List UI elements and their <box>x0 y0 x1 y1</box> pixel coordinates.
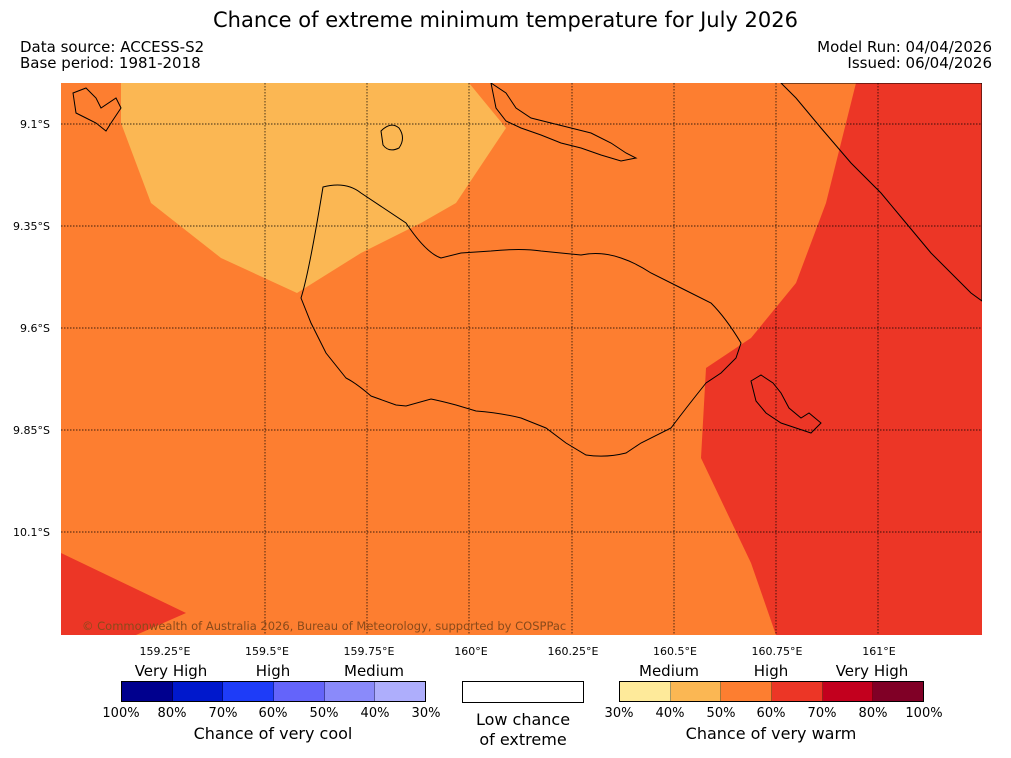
cool-swatch <box>223 682 275 701</box>
warm-pct: 80% <box>858 706 888 721</box>
cool-pct: 40% <box>360 706 390 721</box>
warm-color-bar <box>619 681 924 702</box>
zone-very-high-east <box>701 83 982 635</box>
lon-label: 159.5°E <box>245 645 289 658</box>
coastline-guadalcanal <box>300 184 742 457</box>
lon-label: 160.25°E <box>547 645 599 658</box>
lon-label: 159.25°E <box>139 645 191 658</box>
cool-pct: 60% <box>258 706 288 721</box>
cool-category-medium: Medium <box>344 662 404 680</box>
map-area[interactable] <box>61 83 982 635</box>
lon-label: 159.75°E <box>343 645 395 658</box>
warm-pct: 100% <box>905 706 943 721</box>
zone-medium-north <box>121 83 506 293</box>
coastline-marau-islets <box>750 374 822 434</box>
lat-label: 10.1°S <box>13 526 50 539</box>
cool-swatch <box>274 682 325 701</box>
warm-pct: 50% <box>706 706 736 721</box>
cool-pct: 30% <box>411 706 441 721</box>
warm-category-high: High <box>753 662 789 680</box>
lon-label: 161°E <box>862 645 896 658</box>
warm-swatch <box>772 682 823 701</box>
cool-category-high: High <box>255 662 291 680</box>
lat-label: 9.35°S <box>13 220 50 233</box>
coastline-savo-island <box>380 124 403 151</box>
cool-color-bar <box>121 681 426 702</box>
cool-pct: 80% <box>157 706 187 721</box>
warm-category-very-high: Very High <box>835 662 909 680</box>
cool-pct: 100% <box>102 706 140 721</box>
graticule <box>61 83 982 635</box>
header-right: Model Run: 04/04/2026 Issued: 06/04/2026 <box>817 39 992 71</box>
base-period: Base period: 1981-2018 <box>20 54 201 72</box>
low-chance-label: Low chance of extreme <box>443 710 603 750</box>
cool-legend-title: Chance of very cool <box>193 724 353 743</box>
issued-date: Issued: 06/04/2026 <box>847 54 992 72</box>
cool-pct: 50% <box>309 706 339 721</box>
coastline-nggela-islands <box>490 83 638 162</box>
data-source: Data source: ACCESS-S2 <box>20 38 205 56</box>
map-title: Chance of extreme minimum temperature fo… <box>212 8 798 32</box>
cool-swatch <box>122 682 173 701</box>
warm-pct: 40% <box>655 706 685 721</box>
cool-swatch <box>324 682 376 701</box>
warm-swatch <box>620 682 671 701</box>
low-chance-line2: of extreme <box>479 730 567 749</box>
lat-label: 9.85°S <box>13 424 50 437</box>
warm-category-medium: Medium <box>639 662 699 680</box>
lat-label: 9.6°S <box>20 322 50 335</box>
warm-swatch <box>822 682 874 701</box>
warm-pct: 70% <box>807 706 837 721</box>
lon-label: 160°E <box>454 645 488 658</box>
warm-swatch <box>873 682 924 701</box>
low-chance-line1: Low chance <box>475 710 571 729</box>
low-chance-swatch <box>462 681 584 703</box>
zone-very-high-southwest <box>61 553 186 635</box>
cool-category-very-high: Very High <box>134 662 208 680</box>
model-run: Model Run: 04/04/2026 <box>817 38 992 56</box>
header-left: Data source: ACCESS-S2 Base period: 1981… <box>20 39 204 71</box>
warm-pct: 60% <box>756 706 786 721</box>
warm-legend-title: Chance of very warm <box>685 724 857 743</box>
cool-pct: 70% <box>208 706 238 721</box>
coastline-russell-islands <box>72 87 122 132</box>
lat-label: 9.1°S <box>20 118 50 131</box>
warm-swatch <box>670 682 722 701</box>
coastlines <box>72 83 982 457</box>
lon-label: 160.5°E <box>653 645 697 658</box>
cool-swatch <box>172 682 224 701</box>
cool-swatch <box>375 682 426 701</box>
warm-pct: 30% <box>604 706 634 721</box>
lon-label: 160.75°E <box>751 645 803 658</box>
coastline-malaita <box>780 83 982 302</box>
map-canvas <box>61 83 982 635</box>
copyright-notice: © Commonwealth of Australia 2026, Bureau… <box>82 619 567 633</box>
warm-swatch <box>721 682 773 701</box>
